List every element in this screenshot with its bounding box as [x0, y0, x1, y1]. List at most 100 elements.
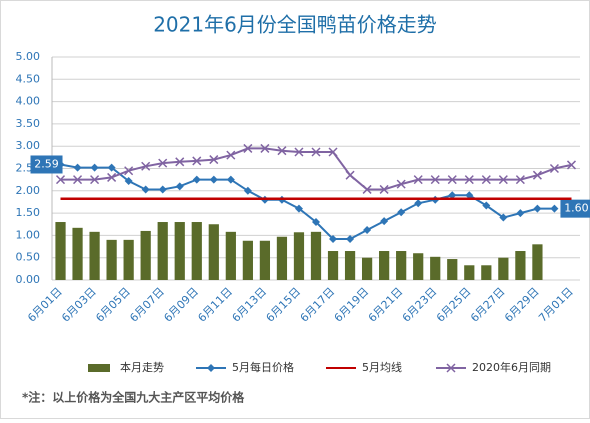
marker — [90, 163, 99, 172]
chart-title: 2021年6月份全国鸭苗价格走势 — [153, 13, 437, 37]
marker — [209, 175, 218, 184]
marker — [413, 175, 423, 185]
bar — [55, 222, 66, 280]
bar — [310, 231, 322, 280]
legend-label: 2020年6月同期 — [472, 360, 551, 374]
footnote: *注：以上价格为全国九大主产区平均价格 — [22, 390, 245, 405]
bar — [515, 251, 526, 280]
bar — [276, 236, 288, 280]
marker — [430, 175, 440, 185]
marker — [277, 146, 287, 156]
marker — [482, 201, 491, 210]
marker — [141, 161, 151, 171]
marker — [532, 170, 542, 180]
marker — [447, 175, 457, 185]
marker — [124, 166, 134, 176]
marker — [533, 204, 542, 213]
bar — [72, 227, 83, 280]
marker — [90, 175, 100, 185]
bar — [140, 230, 151, 280]
bar — [157, 222, 168, 280]
marker — [481, 175, 491, 185]
marker — [549, 163, 559, 174]
marker — [192, 156, 202, 166]
marker — [516, 209, 525, 218]
marker — [464, 175, 474, 185]
marker — [73, 163, 82, 172]
marker — [243, 143, 253, 153]
legend-label: 5月每日价格 — [232, 360, 294, 374]
line — [60, 163, 555, 240]
marker — [124, 176, 133, 185]
y-tick-label: 2.00 — [16, 184, 41, 197]
y-tick-label: 3.00 — [16, 139, 41, 152]
marker — [226, 175, 235, 184]
marker — [107, 163, 116, 172]
bar — [344, 251, 356, 280]
data-label-box — [30, 155, 63, 174]
marker — [362, 184, 372, 194]
marker — [192, 175, 201, 184]
marker — [379, 184, 389, 194]
legend-swatch — [88, 364, 110, 372]
marker — [55, 175, 66, 185]
legend-marker — [446, 363, 456, 373]
marker — [209, 155, 219, 165]
bar — [242, 240, 253, 280]
bar — [174, 222, 185, 280]
y-tick-label: 5.00 — [16, 50, 41, 63]
marker — [312, 218, 320, 227]
marker — [158, 158, 168, 168]
marker — [107, 172, 117, 182]
data-label-box — [560, 199, 590, 218]
bar — [89, 231, 100, 280]
marker — [566, 160, 577, 170]
marker — [396, 179, 406, 189]
bar — [447, 259, 458, 280]
bar — [532, 244, 543, 280]
y-tick-label: 4.00 — [16, 95, 41, 108]
marker — [260, 143, 270, 153]
marker — [465, 191, 474, 200]
marker — [294, 204, 303, 213]
marker — [141, 185, 150, 194]
legend-marker — [207, 364, 215, 372]
bar — [396, 251, 407, 280]
marker — [158, 185, 167, 194]
legend-label: 5月均线 — [362, 360, 402, 374]
marker — [175, 157, 185, 167]
bar — [498, 257, 509, 280]
y-tick-label: 4.50 — [16, 72, 41, 85]
bar — [379, 251, 390, 280]
marker — [346, 234, 355, 243]
bar — [413, 253, 424, 280]
marker — [515, 175, 525, 185]
marker — [499, 213, 508, 222]
marker — [328, 147, 338, 157]
marker — [363, 226, 372, 235]
y-tick-label: 1.50 — [16, 206, 41, 219]
y-tick-label: 1.00 — [16, 228, 41, 241]
bar — [225, 231, 236, 280]
bar — [123, 239, 134, 280]
marker — [380, 217, 389, 226]
marker — [73, 175, 83, 185]
bar — [361, 257, 373, 280]
marker — [294, 147, 304, 157]
marker — [345, 170, 355, 180]
marker — [397, 208, 406, 217]
marker — [448, 191, 457, 200]
marker — [329, 234, 338, 243]
bar — [464, 265, 475, 280]
marker — [226, 150, 236, 160]
marker — [498, 175, 508, 185]
bar — [293, 232, 305, 280]
marker — [175, 182, 184, 191]
marker — [550, 204, 559, 213]
legend-label: 本月走势 — [120, 360, 164, 374]
bar — [430, 256, 441, 280]
marker — [311, 147, 321, 157]
marker — [243, 186, 252, 195]
bar — [191, 222, 202, 280]
bar — [327, 251, 339, 280]
